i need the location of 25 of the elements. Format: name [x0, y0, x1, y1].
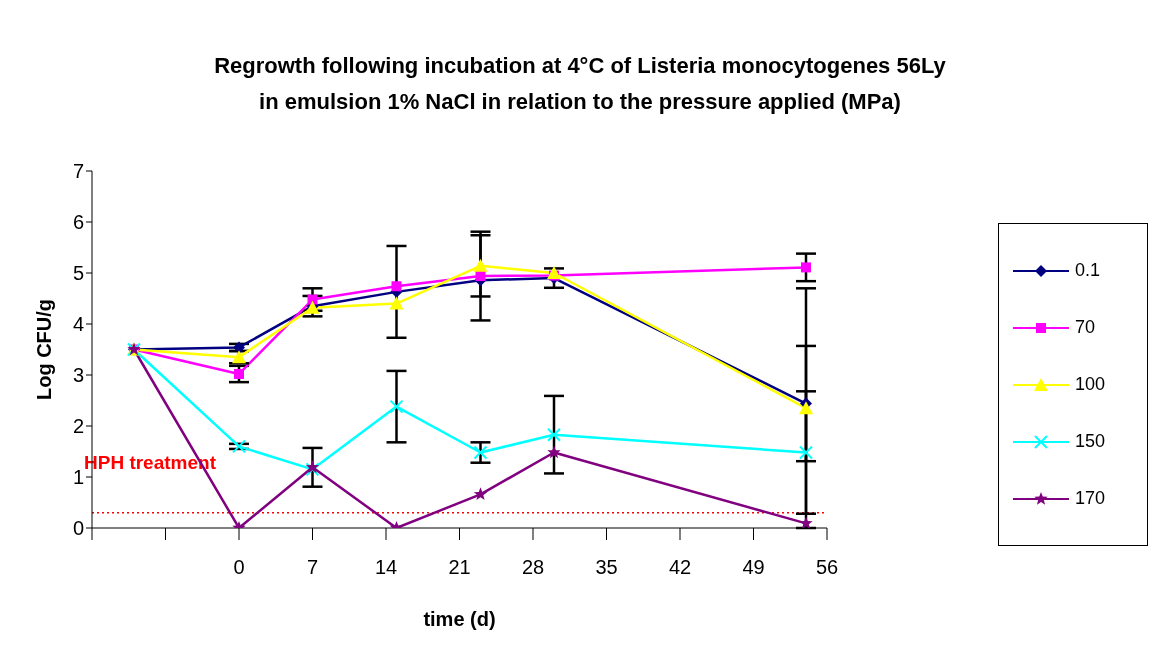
legend-label: 70 [1075, 317, 1096, 338]
x-tick-label: 35 [595, 556, 618, 579]
legend-label: 0.1 [1075, 260, 1101, 281]
x-tick-label: 42 [668, 556, 692, 579]
x-tick-label: 14 [374, 556, 398, 579]
legend-label: 100 [1075, 374, 1106, 395]
x-tick-label: 56 [815, 556, 839, 579]
x-axis-title: time (d) [423, 608, 496, 630]
y-tick-label: 0 [72, 517, 84, 540]
x-tick-label: 28 [521, 556, 545, 579]
y-tick-label: 2 [72, 415, 84, 438]
x-tick-label: 7 [306, 556, 319, 579]
y-tick-label: 7 [72, 160, 84, 183]
chart-title: Regrowth following incubation at 4°C of Listeria monocytogenes 56Ly in emulsion 1% NaCl in relation to the pressure applied (MPa) [213, 52, 947, 116]
y-tick-label: 6 [72, 211, 84, 234]
y-tick-label: 3 [72, 364, 84, 387]
x-tick-label: 49 [742, 556, 765, 579]
x-tick-label: 0 [233, 556, 245, 579]
legend-label: 150 [1075, 431, 1106, 452]
x-tick-label: 21 [448, 556, 471, 579]
y-tick-label: 1 [72, 466, 84, 489]
y-tick-label: 4 [72, 313, 84, 336]
legend-label: 170 [1075, 488, 1106, 509]
y-axis-title: Log CFU/g [33, 298, 56, 401]
y-tick-label: 5 [72, 262, 84, 285]
